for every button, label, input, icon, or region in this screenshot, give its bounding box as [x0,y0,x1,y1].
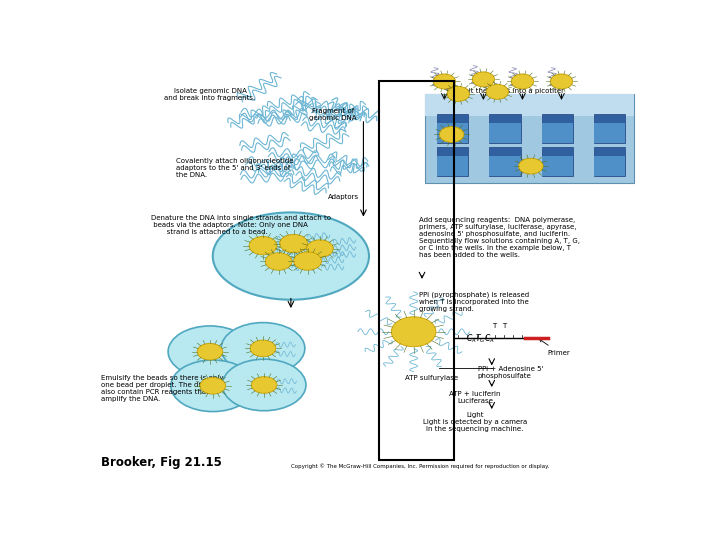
Bar [541,147,573,176]
Bar [425,94,634,183]
Text: Covalently attach oligonucleotide
adaptors to the 5' and 3' ends of
the DNA.: Covalently attach oligonucleotide adapto… [176,158,294,178]
Bar [541,156,573,176]
Ellipse shape [249,237,277,255]
Text: Add sequencing reagents:  DNA polymerase,
primers, ATP sulfurylase, luciferase, : Add sequencing reagents: DNA polymerase,… [419,217,580,258]
Bar [490,147,521,176]
Ellipse shape [550,74,572,89]
Ellipse shape [439,126,464,143]
Ellipse shape [392,317,436,347]
Bar [379,82,454,460]
Ellipse shape [221,322,305,374]
Text: Isolate genomic DNA
and break into fragments.: Isolate genomic DNA and break into fragm… [164,87,256,100]
Bar [594,123,626,143]
Bar [490,114,521,143]
Text: PPi (pyrophosphate) is released
when T is incorporated into the
growing strand.: PPi (pyrophosphate) is released when T i… [419,292,529,312]
Text: ATP sulfurylase: ATP sulfurylase [405,375,459,381]
Bar [437,147,469,176]
Text: Copyright © The McGraw-Hill Companies, Inc. Permission required for reproduction: Copyright © The McGraw-Hill Companies, I… [291,463,549,469]
Text: $C_AT_GC_A$: $C_AT_GC_A$ [466,333,495,346]
Ellipse shape [447,86,469,102]
Ellipse shape [250,340,276,357]
Ellipse shape [251,377,277,393]
Ellipse shape [197,343,222,360]
Text: Deposit the beads into a picotiter
plate. Only one bead can fit into
each well.: Deposit the beads into a picotiter plate… [447,87,564,107]
Ellipse shape [265,253,292,270]
Ellipse shape [222,359,306,411]
Bar [594,114,626,143]
Text: T   T: T T [492,323,508,329]
Ellipse shape [213,212,369,300]
Bar [541,123,573,143]
Bar [490,156,521,176]
Text: Emulsify the beads so there is only
one bead per droplet. The droplets
also cont: Emulsify the beads so there is only one … [101,375,224,402]
Ellipse shape [171,360,255,411]
Text: Adaptors: Adaptors [328,194,359,200]
Bar [437,114,469,143]
Bar [425,94,634,116]
Text: Denature the DNA into single strands and attach to
 beads via the adaptors. Note: Denature the DNA into single strands and… [151,215,331,235]
Ellipse shape [472,72,495,87]
Ellipse shape [511,74,534,89]
Bar [541,114,573,143]
Text: Light
Light is detected by a camera
in the sequencing machine.: Light Light is detected by a camera in t… [423,412,527,432]
Text: Primer: Primer [539,339,570,356]
Ellipse shape [486,84,508,99]
Ellipse shape [294,252,322,270]
Ellipse shape [168,326,252,377]
Ellipse shape [279,234,307,253]
Text: Brooker, Fig 21.15: Brooker, Fig 21.15 [101,456,222,469]
Bar [437,156,469,176]
Text: PPi + Adenosine 5'
phosphosulfate: PPi + Adenosine 5' phosphosulfate [478,366,543,379]
Bar [437,123,469,143]
Text: Fragment of
genomic DNA: Fragment of genomic DNA [309,109,356,122]
Ellipse shape [433,74,456,89]
Bar [594,156,626,176]
Ellipse shape [518,158,543,174]
Ellipse shape [307,240,333,258]
Bar [594,147,626,176]
Bar [490,123,521,143]
Text: ATP + luciferin
Luciferase: ATP + luciferin Luciferase [449,391,501,404]
Ellipse shape [200,377,225,394]
